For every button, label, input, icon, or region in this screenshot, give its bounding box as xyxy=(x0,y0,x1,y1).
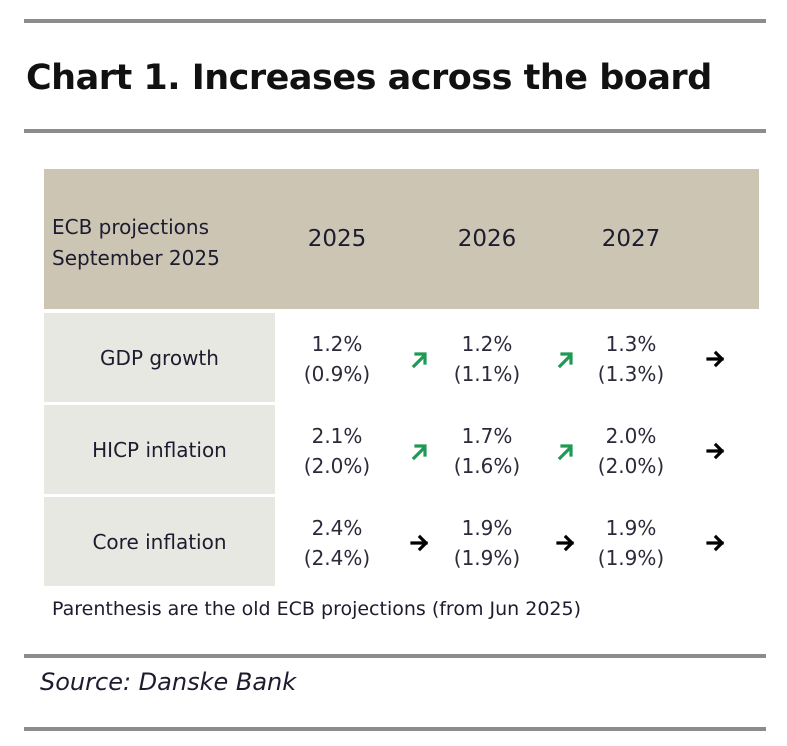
arrow-up-right-icon xyxy=(556,349,576,369)
cell-hicp-inflation-2027: 2.0% (2.0%) xyxy=(581,421,681,481)
old-projection-value: (1.9%) xyxy=(597,546,665,570)
arrow-up-right-icon xyxy=(556,441,576,461)
arrow-right-icon xyxy=(556,533,576,553)
new-projection-value: 2.1% xyxy=(311,424,363,448)
cell-hicp-inflation-2026: 1.7% (1.6%) xyxy=(437,421,537,481)
new-projection-value: 1.3% xyxy=(605,332,657,356)
arrow-right-icon xyxy=(706,441,726,461)
arrow-right-icon xyxy=(706,533,726,553)
old-projection-value: (1.3%) xyxy=(597,362,665,386)
arrow-up-right-icon xyxy=(410,349,430,369)
cell-core-inflation-2026: 1.9% (1.9%) xyxy=(437,513,537,573)
cell-gdp-growth-2026: 1.2% (1.1%) xyxy=(437,329,537,389)
old-projection-value: (2.0%) xyxy=(303,454,371,478)
top-rule xyxy=(24,19,766,23)
title-rule xyxy=(24,129,766,133)
cell-hicp-inflation-2025: 2.1% (2.0%) xyxy=(287,421,387,481)
new-projection-value: 1.7% xyxy=(461,424,513,448)
new-projection-value: 1.2% xyxy=(461,332,513,356)
old-projection-value: (0.9%) xyxy=(303,362,371,386)
footnote: Parenthesis are the old ECB projections … xyxy=(52,598,581,620)
table-header-band xyxy=(44,169,759,309)
new-projection-value: 1.9% xyxy=(461,516,513,540)
table-header-label: ECB projections September 2025 xyxy=(52,212,220,274)
row-label-gdp-growth: GDP growth xyxy=(44,313,275,402)
cell-gdp-growth-2025: 1.2% (0.9%) xyxy=(287,329,387,389)
bottom-rule xyxy=(24,727,766,731)
cell-core-inflation-2027: 1.9% (1.9%) xyxy=(581,513,681,573)
row-label-core-inflation: Core inflation xyxy=(44,497,275,586)
row-label-hicp-inflation: HICP inflation xyxy=(44,405,275,494)
source-text: Source: Danske Bank xyxy=(40,668,297,696)
chart-title: Chart 1. Increases across the board xyxy=(26,58,712,98)
new-projection-value: 2.0% xyxy=(605,424,657,448)
header-label-line-1: ECB projections xyxy=(52,215,209,239)
new-projection-value: 2.4% xyxy=(311,516,363,540)
old-projection-value: (1.1%) xyxy=(453,362,521,386)
old-projection-value: (1.6%) xyxy=(453,454,521,478)
old-projection-value: (1.9%) xyxy=(453,546,521,570)
cell-core-inflation-2025: 2.4% (2.4%) xyxy=(287,513,387,573)
arrow-up-right-icon xyxy=(410,441,430,461)
column-header-2027: 2027 xyxy=(601,226,661,252)
cell-gdp-growth-2027: 1.3% (1.3%) xyxy=(581,329,681,389)
old-projection-value: (2.4%) xyxy=(303,546,371,570)
arrow-right-icon xyxy=(706,349,726,369)
new-projection-value: 1.2% xyxy=(311,332,363,356)
column-header-2025: 2025 xyxy=(307,226,367,252)
header-label-line-2: September 2025 xyxy=(52,246,220,270)
source-rule xyxy=(24,654,766,658)
arrow-right-icon xyxy=(410,533,430,553)
old-projection-value: (2.0%) xyxy=(597,454,665,478)
new-projection-value: 1.9% xyxy=(605,516,657,540)
column-header-2026: 2026 xyxy=(457,226,517,252)
